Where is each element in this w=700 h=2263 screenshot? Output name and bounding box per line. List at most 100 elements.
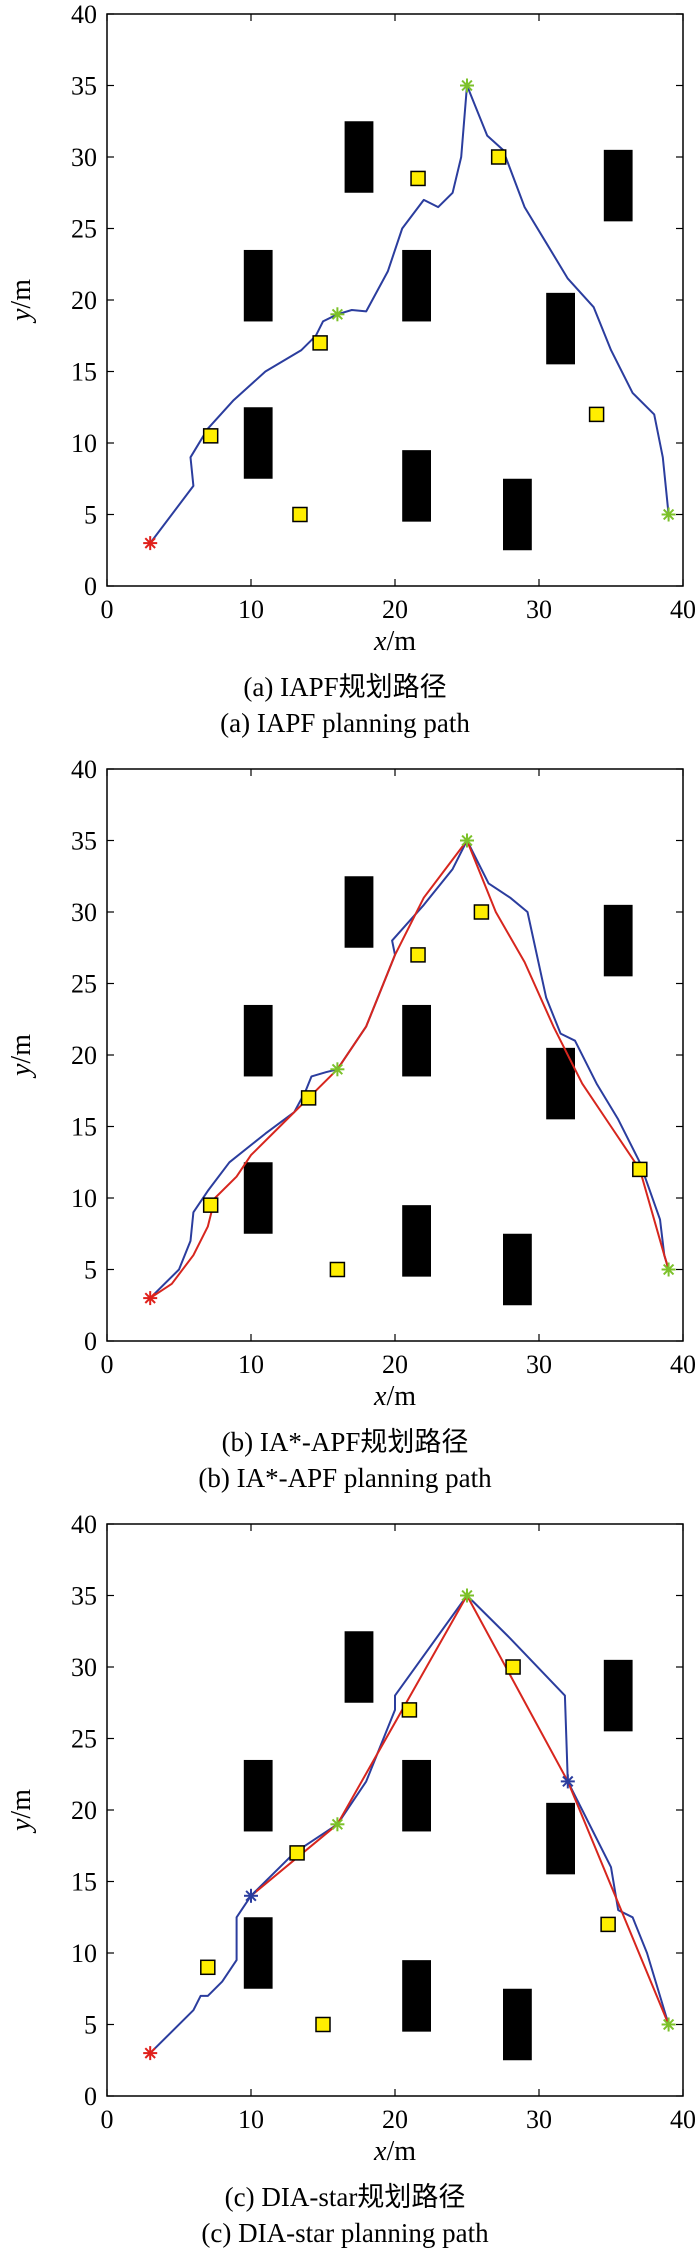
y-axis-label-var: y xyxy=(6,1818,37,1834)
y-tick-label-3: 10 xyxy=(71,429,97,458)
obstacle-3 xyxy=(344,121,374,193)
x-tick-label-1: 0 xyxy=(101,2105,114,2134)
y-tick-label-1: 0 xyxy=(84,2082,97,2111)
y-tick-label-9: 40 xyxy=(71,0,97,29)
y-tick-label-8: 35 xyxy=(71,827,97,856)
y-tick-label-4: 15 xyxy=(71,358,97,387)
y-tick-label-8: 35 xyxy=(71,1582,97,1611)
y-tick-label-4: 15 xyxy=(71,1113,97,1142)
y-tick-label-9: 40 xyxy=(71,1510,97,1539)
y-tick-label-4: 15 xyxy=(71,1868,97,1897)
y-axis-label: y/m xyxy=(6,279,37,324)
y-tick-label-1: 0 xyxy=(84,1327,97,1356)
waypoint-star-marker-2-stroke-4 xyxy=(562,1775,574,1788)
y-tick-label-2: 5 xyxy=(84,1256,97,1285)
y-tick-label-7: 30 xyxy=(71,143,97,172)
goal-star-marker-2-stroke-4 xyxy=(461,834,473,847)
x-tick-label-3: 20 xyxy=(382,595,408,624)
x-tick-label-4: 30 xyxy=(526,2105,552,2134)
obstacle-4 xyxy=(402,1759,431,1832)
obstacle-6 xyxy=(503,478,532,551)
y-tick-label-6: 25 xyxy=(71,1725,97,1754)
caption-chinese: (c) DIA-star规划路径 xyxy=(225,2182,466,2212)
plot-frame xyxy=(106,13,684,587)
obstacle-8 xyxy=(603,904,633,977)
obstacle-1 xyxy=(243,1759,273,1832)
dynamic-obstacle-square-6 xyxy=(588,406,605,423)
goal-star-marker-2-stroke-4 xyxy=(461,1589,473,1602)
path-series-1 xyxy=(149,1594,670,2054)
obstacle-7 xyxy=(546,292,575,365)
y-tick-label-8: 35 xyxy=(71,72,97,101)
x-axis-label-var: x xyxy=(373,1381,387,1412)
x-tick-label-5: 40 xyxy=(670,1350,696,1379)
x-tick-label-2: 10 xyxy=(238,1350,264,1379)
start-star-marker-stroke-4 xyxy=(144,2047,156,2059)
x-tick-label-5: 40 xyxy=(670,2105,696,2134)
goal-star-marker-1-stroke-4 xyxy=(331,1818,344,1830)
dynamic-obstacle-square-5 xyxy=(505,1659,521,1675)
dynamic-obstacle-square-6 xyxy=(600,1916,616,1933)
start-star-marker xyxy=(143,1291,158,1306)
start-star-marker xyxy=(143,2046,158,2061)
caption-english: (a) IAPF planning path xyxy=(220,708,470,738)
y-tick-label-7: 30 xyxy=(71,1653,97,1682)
obstacle-5 xyxy=(402,1205,431,1277)
obstacle-4 xyxy=(402,1004,431,1077)
x-tick-label-4: 30 xyxy=(526,1350,552,1379)
y-tick-label-7: 30 xyxy=(71,898,97,927)
x-tick-label-4: 30 xyxy=(526,595,552,624)
dynamic-obstacle-square-4 xyxy=(410,170,426,187)
obstacle-1 xyxy=(243,1004,273,1077)
path-series-1 xyxy=(149,839,670,1299)
x-tick-label-5: 40 xyxy=(670,595,696,624)
x-tick-label-3: 20 xyxy=(382,1350,408,1379)
obstacle-8 xyxy=(603,1659,633,1732)
dynamic-obstacle-square-3 xyxy=(289,1845,305,1861)
obstacle-5 xyxy=(402,450,431,522)
x-tick-label-2: 10 xyxy=(238,2105,264,2134)
x-axis-label: x/m xyxy=(373,1381,416,1412)
y-tick-label-9: 40 xyxy=(71,755,97,784)
caption-chinese: (a) IAPF规划路径 xyxy=(243,672,446,702)
start-star-marker xyxy=(143,536,158,551)
dynamic-obstacle-square-5 xyxy=(473,904,490,920)
x-tick-label-1: 0 xyxy=(101,1350,114,1379)
goal-star-marker-2 xyxy=(460,1588,474,1603)
obstacle-3 xyxy=(344,1631,374,1703)
y-tick-label-6: 25 xyxy=(71,970,97,999)
y-tick-label-2: 5 xyxy=(84,501,97,530)
dynamic-obstacle-square-6 xyxy=(632,1161,648,1178)
caption-chinese: (b) IA*-APF规划路径 xyxy=(222,1427,469,1457)
y-tick-label-6: 25 xyxy=(71,215,97,244)
y-tick-label-5: 20 xyxy=(71,1796,97,1825)
y-tick-label-2: 5 xyxy=(84,2011,97,2040)
x-axis-label-unit: /m xyxy=(386,626,416,657)
y-axis-label: y/m xyxy=(6,1789,37,1834)
x-axis-label-unit: /m xyxy=(386,2136,416,2167)
waypoint-star-marker-1-stroke-4 xyxy=(245,1890,257,1902)
obstacle-2 xyxy=(243,1162,273,1234)
x-axis-label-unit: /m xyxy=(386,1381,416,1412)
x-tick-label-1: 0 xyxy=(101,595,114,624)
obstacle-7 xyxy=(546,1802,575,1875)
y-axis-label-unit: /m xyxy=(6,1789,37,1819)
x-axis-label-var: x xyxy=(373,626,387,657)
caption-english: (c) DIA-star planning path xyxy=(201,2218,489,2248)
y-tick-label-1: 0 xyxy=(84,572,97,601)
dynamic-obstacle-square-3 xyxy=(300,1090,317,1106)
goal-star-marker-1-stroke-4 xyxy=(331,1063,344,1075)
obstacle-8 xyxy=(603,149,633,222)
waypoint-star-marker-2 xyxy=(560,1774,575,1789)
x-axis-label: x/m xyxy=(373,626,416,657)
dynamic-obstacle-square-1 xyxy=(202,428,219,444)
obstacle-4 xyxy=(402,249,431,322)
x-tick-label-2: 10 xyxy=(238,595,264,624)
goal-star-marker-1-stroke-4 xyxy=(331,308,344,320)
dynamic-obstacle-square-2 xyxy=(292,506,308,523)
obstacle-6 xyxy=(503,1988,532,2061)
obstacle-6 xyxy=(503,1233,532,1306)
y-axis-label-unit: /m xyxy=(6,1034,37,1064)
y-tick-label-5: 20 xyxy=(71,1041,97,1070)
